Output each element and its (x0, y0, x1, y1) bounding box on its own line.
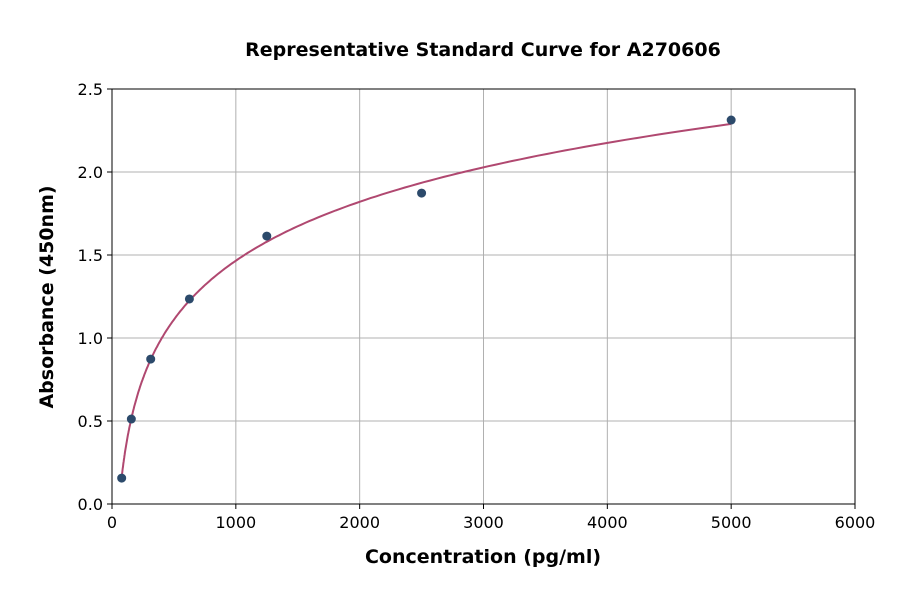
y-tick-label: 1.5 (78, 246, 103, 265)
x-tick-label: 0 (107, 513, 117, 532)
x-tick-label: 3000 (463, 513, 504, 532)
data-point (262, 231, 272, 241)
fit-curve (120, 122, 732, 478)
x-tick-label: 1000 (215, 513, 256, 532)
y-axis-label: Absorbance (450nm) (36, 185, 58, 408)
data-point (126, 414, 136, 424)
data-point (417, 188, 427, 198)
x-tick-label: 5000 (711, 513, 752, 532)
data-point (726, 115, 736, 125)
x-tick-label: 4000 (587, 513, 628, 532)
x-tick-label: 2000 (339, 513, 380, 532)
chart-title: Representative Standard Curve for A27060… (245, 39, 721, 61)
data-point (117, 473, 127, 483)
y-tick-label: 0.0 (78, 495, 103, 514)
x-axis-label: Concentration (pg/ml) (365, 546, 601, 568)
y-tick-label: 0.5 (78, 412, 103, 431)
y-tick-label: 1.0 (78, 329, 103, 348)
y-tick-label: 2.0 (78, 163, 103, 182)
x-tick-label: 6000 (835, 513, 876, 532)
data-point (146, 354, 156, 364)
plot-frame (111, 88, 856, 505)
data-point (184, 294, 194, 304)
y-tick-label: 2.5 (78, 80, 103, 99)
